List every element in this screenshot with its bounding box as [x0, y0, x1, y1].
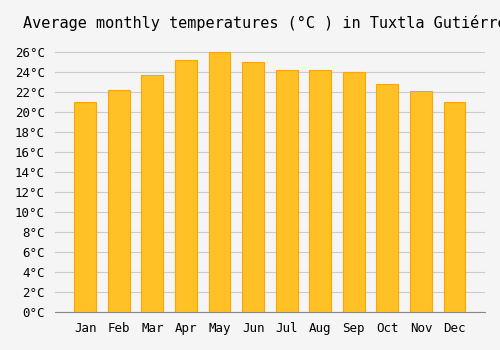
Bar [276, 70, 297, 312]
Title: Average monthly temperatures (°C ) in Tuxtla Gutiérrez: Average monthly temperatures (°C ) in Tu… [24, 15, 500, 31]
Bar [74, 102, 96, 312]
Bar [376, 84, 398, 312]
Bar [142, 75, 164, 312]
Bar [242, 62, 264, 312]
Bar [108, 90, 130, 312]
Bar [310, 70, 331, 312]
Bar [410, 91, 432, 312]
Bar [444, 102, 466, 312]
Bar [208, 52, 231, 312]
Bar [343, 72, 364, 312]
Bar [175, 60, 197, 312]
